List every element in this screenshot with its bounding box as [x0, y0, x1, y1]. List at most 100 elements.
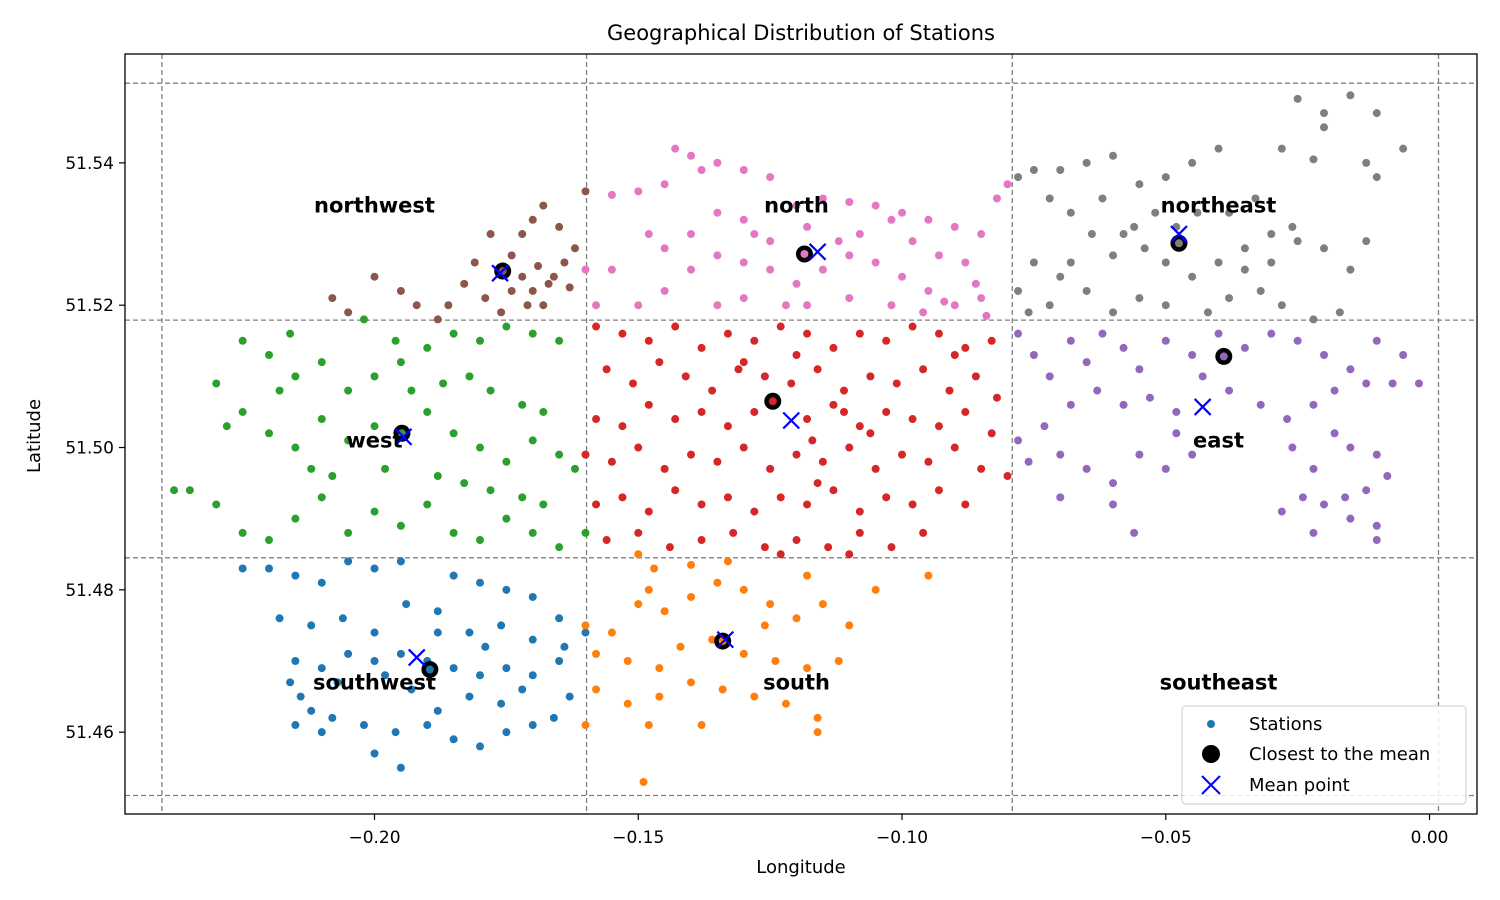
station-point: [871, 464, 880, 473]
y-axis-ticks: 51.46 51.48 51.50 51.52 51.54: [65, 154, 125, 743]
station-point: [528, 635, 537, 644]
station-point: [697, 343, 706, 352]
station-point: [971, 372, 980, 381]
station-point: [1330, 429, 1339, 438]
station-point: [581, 628, 590, 637]
station-point: [1014, 286, 1023, 295]
station-point: [465, 372, 474, 381]
station-point: [523, 301, 532, 310]
station-point: [813, 728, 822, 737]
station-point: [1346, 514, 1355, 523]
station-point: [1161, 173, 1170, 182]
station-point: [1130, 222, 1139, 231]
station-point: [370, 372, 379, 381]
station-point: [776, 322, 785, 331]
closest-station-point: [1219, 352, 1228, 361]
mean-point-marker: [1170, 225, 1188, 243]
station-point: [671, 144, 680, 153]
station-point: [623, 699, 632, 708]
station-point: [781, 699, 790, 708]
station-point: [1029, 165, 1038, 174]
station-point: [265, 536, 274, 545]
station-point: [476, 742, 485, 751]
station-point: [987, 336, 996, 345]
station-point: [518, 493, 527, 502]
station-point: [370, 422, 379, 431]
station-point: [555, 222, 564, 231]
station-point: [1135, 294, 1144, 303]
station-point: [718, 685, 727, 694]
station-point: [639, 777, 648, 786]
station-point: [1198, 372, 1207, 381]
station-point: [818, 600, 827, 609]
station-point: [1119, 230, 1128, 239]
station-point: [1362, 486, 1371, 495]
station-point: [992, 194, 1001, 203]
station-point: [1188, 450, 1197, 459]
station-point: [660, 286, 669, 295]
station-point: [1414, 379, 1423, 388]
station-point: [750, 230, 759, 239]
station-point: [697, 721, 706, 730]
station-point: [697, 500, 706, 509]
station-point: [839, 386, 848, 395]
station-point: [555, 614, 564, 623]
station-point: [502, 514, 511, 523]
station-point: [760, 543, 769, 552]
station-point: [898, 272, 907, 281]
station-point: [1372, 450, 1381, 459]
station-point: [539, 201, 548, 210]
station-point: [908, 237, 917, 246]
station-point: [729, 528, 738, 537]
station-point: [919, 528, 928, 537]
station-point: [381, 671, 390, 680]
station-point: [1161, 464, 1170, 473]
x-tick-label: −0.15: [612, 828, 664, 848]
station-point: [275, 386, 284, 395]
station-point: [1014, 173, 1023, 182]
station-point: [887, 543, 896, 552]
station-point: [681, 372, 690, 381]
station-point: [723, 422, 732, 431]
station-point: [1240, 244, 1249, 253]
station-point: [623, 657, 632, 666]
station-point: [766, 600, 775, 609]
station-point: [433, 471, 442, 480]
station-point: [433, 706, 442, 715]
station-point: [344, 528, 353, 537]
x-tick-label: 0.00: [1411, 828, 1449, 848]
station-point: [1140, 244, 1149, 253]
station-point: [1330, 386, 1339, 395]
station-point: [803, 301, 812, 310]
station-point: [1188, 158, 1197, 167]
station-point: [449, 528, 458, 537]
station-point: [359, 721, 368, 730]
station-point: [307, 706, 316, 715]
station-point: [581, 450, 590, 459]
legend-closest-label: Closest to the mean: [1249, 744, 1430, 765]
station-point: [570, 464, 579, 473]
station-point: [739, 215, 748, 224]
station-point: [528, 215, 537, 224]
station-point: [370, 272, 379, 281]
station-point: [855, 528, 864, 537]
station-point: [766, 237, 775, 246]
station-point: [708, 386, 717, 395]
station-point: [813, 713, 822, 722]
station-point: [818, 265, 827, 274]
region-label-southeast: southeast: [1160, 670, 1278, 694]
station-point: [1014, 436, 1023, 445]
station-point: [286, 678, 295, 687]
station-point: [1056, 493, 1065, 502]
station-point: [391, 728, 400, 737]
station-point: [317, 728, 326, 737]
station-point: [924, 457, 933, 466]
station-point: [713, 457, 722, 466]
station-point: [344, 308, 353, 317]
station-point: [286, 329, 295, 338]
region-labels: northwest north northeast west east southwest…: [313, 194, 1277, 695]
station-point: [792, 614, 801, 623]
station-point: [486, 230, 495, 239]
station-point: [834, 657, 843, 666]
station-point: [919, 308, 928, 317]
